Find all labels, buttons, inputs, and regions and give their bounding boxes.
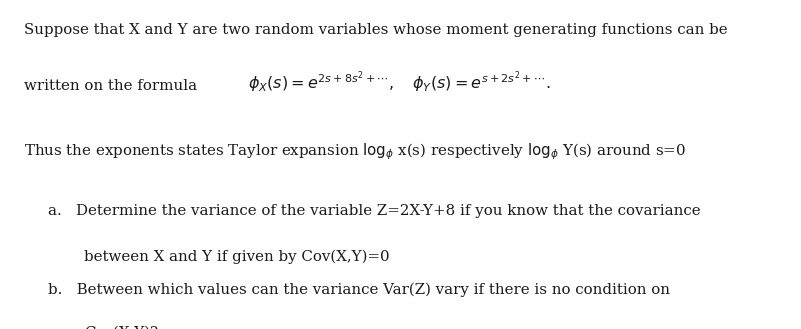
Text: Cov(X,Y)?: Cov(X,Y)?	[84, 326, 158, 329]
Text: Suppose that X and Y are two random variables whose moment generating functions : Suppose that X and Y are two random vari…	[24, 23, 727, 37]
Text: written on the formula: written on the formula	[24, 79, 197, 93]
Text: a.   Determine the variance of the variable Z=2X-Y+8 if you know that the covari: a. Determine the variance of the variabl…	[48, 204, 701, 218]
Text: Thus the exponents states Taylor expansion $\mathrm{log}_{\phi}$ x(s) respective: Thus the exponents states Taylor expansi…	[24, 141, 686, 162]
Text: b.   Between which values can the variance Var(Z) vary if there is no condition : b. Between which values can the variance…	[48, 283, 670, 297]
Text: between X and Y if given by Cov(X,Y)=0: between X and Y if given by Cov(X,Y)=0	[84, 250, 390, 265]
Text: $\phi_X(s) = e^{2s+8s^2+\cdots},\quad \phi_Y(s) = e^{s+2s^2+\cdots}.$: $\phi_X(s) = e^{2s+8s^2+\cdots},\quad \p…	[248, 69, 551, 95]
